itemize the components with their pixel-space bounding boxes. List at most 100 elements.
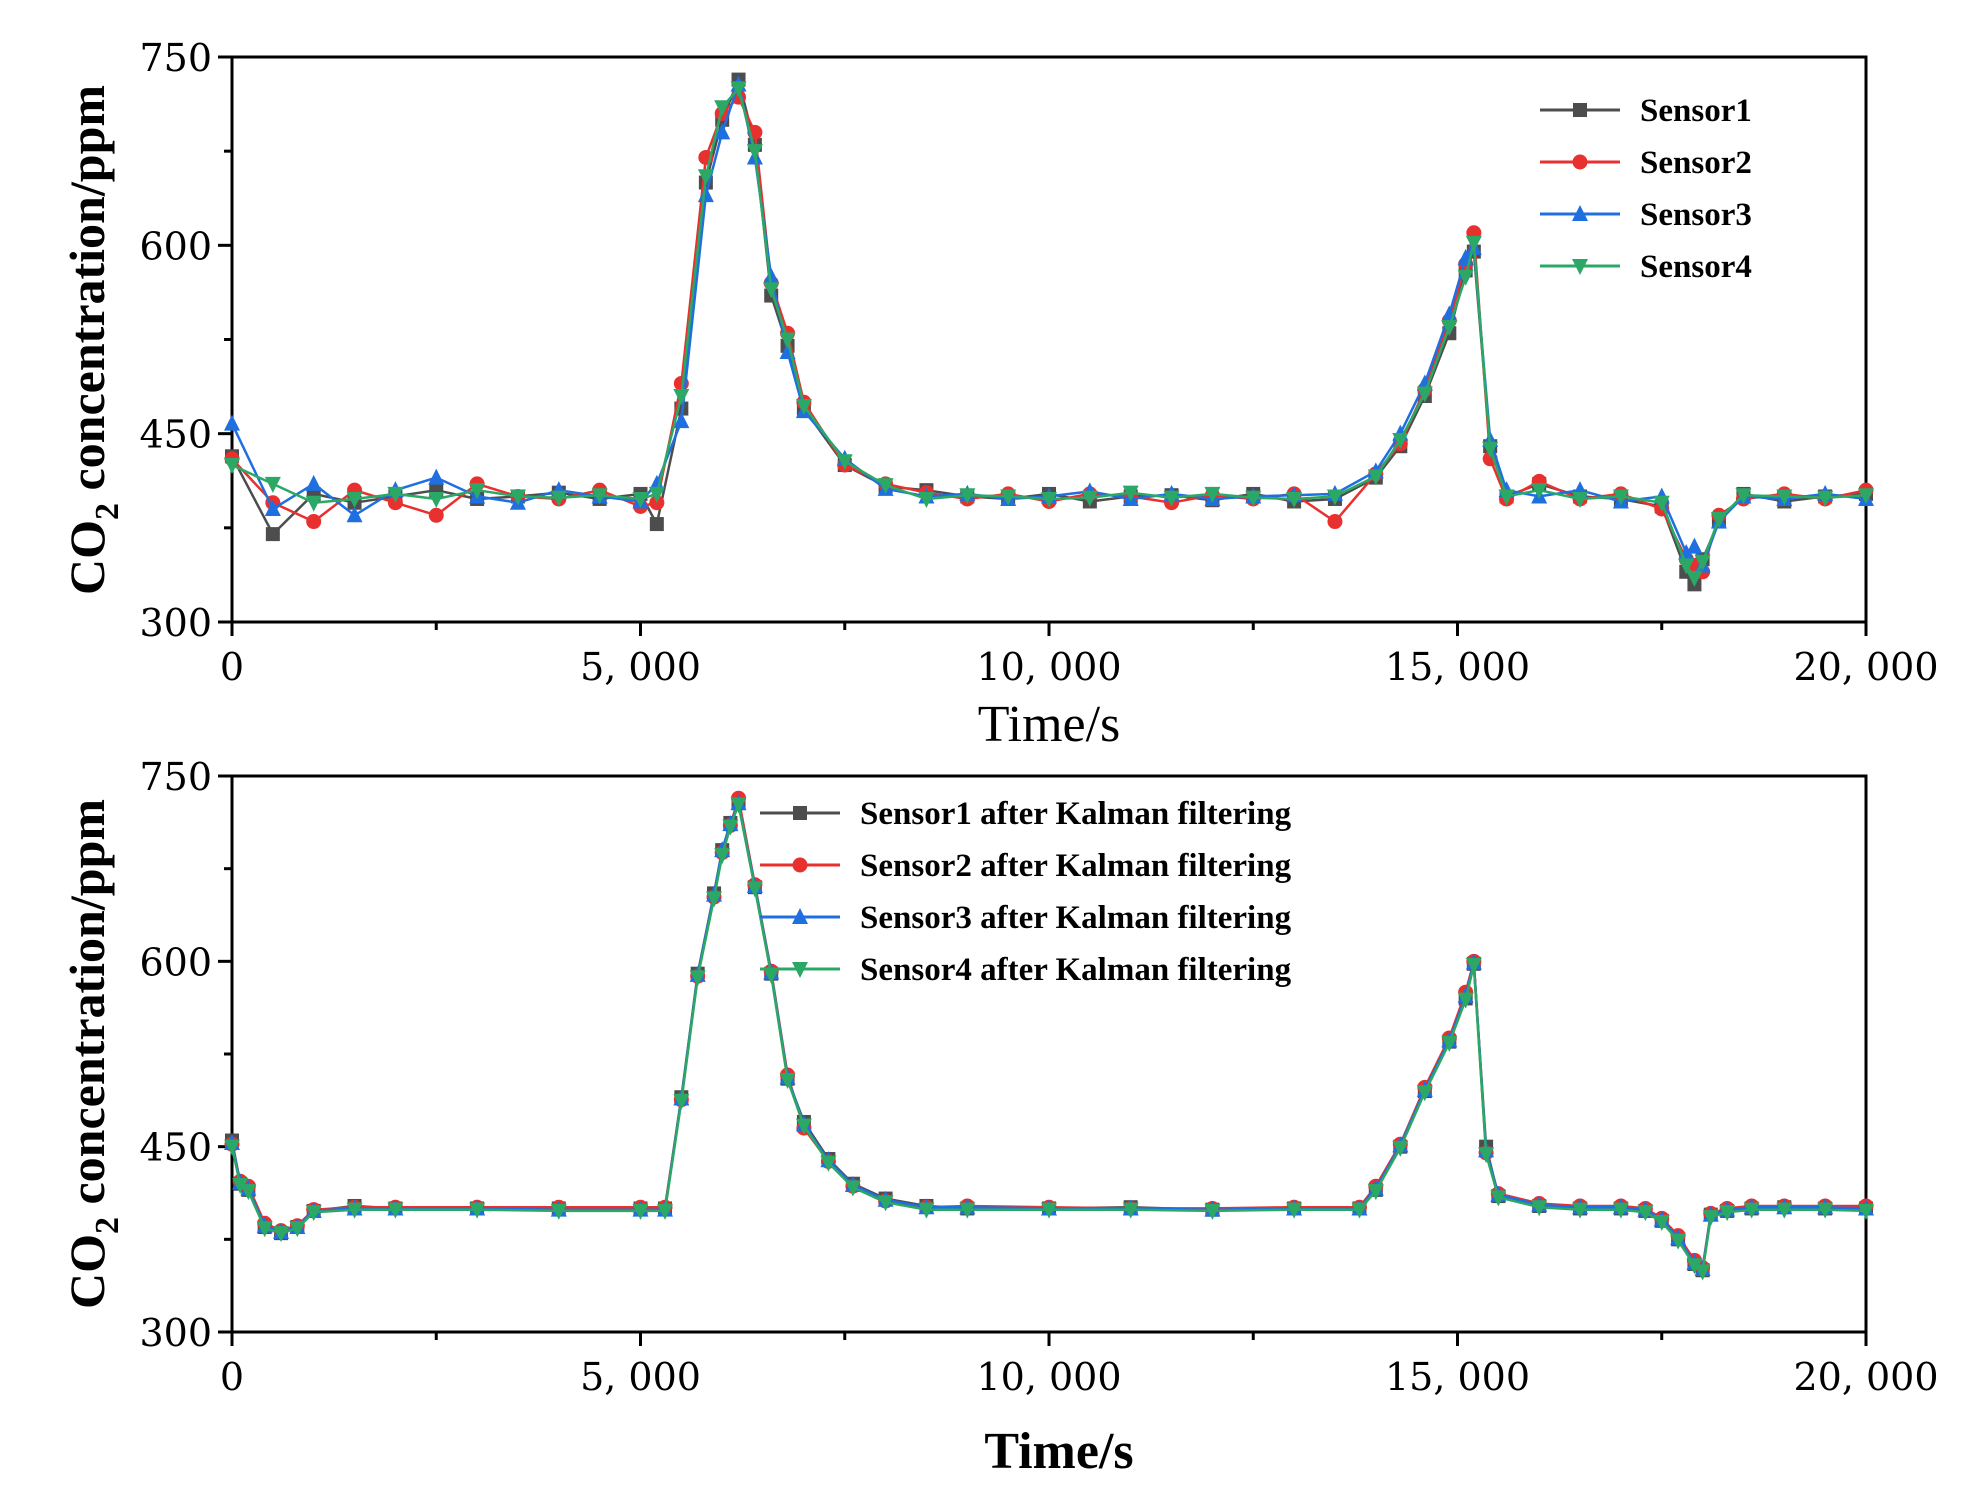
data-point bbox=[877, 1195, 894, 1212]
data-point bbox=[1204, 486, 1221, 503]
data-point bbox=[1081, 490, 1098, 507]
data-point bbox=[1441, 1035, 1458, 1052]
y-axis-title-top: CO2 concentration/ppm bbox=[59, 85, 126, 595]
data-point bbox=[1858, 1203, 1874, 1220]
y-tick-label: 750 bbox=[139, 755, 212, 799]
data-point bbox=[763, 967, 780, 984]
legend-item: Sensor4 bbox=[1540, 249, 1752, 285]
chart-bottom: 0 5, 000 10, 000 15, 000 20, 000 300 450 600 750… bbox=[59, 755, 1939, 1480]
x-tick-label: 15, 000 bbox=[1385, 1355, 1530, 1399]
data-point bbox=[1490, 1190, 1507, 1207]
data-point bbox=[1572, 491, 1589, 508]
data-point bbox=[1163, 490, 1180, 507]
data-point bbox=[1858, 488, 1874, 505]
data-point bbox=[550, 1203, 567, 1220]
data-point bbox=[1416, 1085, 1433, 1102]
data-point bbox=[469, 483, 486, 500]
data-point bbox=[779, 332, 796, 349]
legend-label: Sensor3 bbox=[1640, 197, 1752, 233]
chart-top: 0 5, 000 10, 000 15, 000 20, 000 300 450 600 750… bbox=[59, 36, 1939, 753]
data-point bbox=[1245, 490, 1262, 507]
data-point bbox=[795, 1118, 812, 1135]
data-point bbox=[714, 123, 731, 140]
data-point bbox=[632, 1203, 649, 1220]
legend-top: Sensor1 Sensor2 Sensor3 Sensor4 bbox=[1540, 93, 1752, 285]
data-point bbox=[1465, 958, 1482, 975]
data-point bbox=[306, 514, 322, 530]
x-tick-label: 0 bbox=[220, 1355, 244, 1399]
legend-marker bbox=[1573, 103, 1587, 117]
legend-marker bbox=[792, 962, 808, 978]
data-point bbox=[689, 970, 706, 987]
data-point bbox=[1416, 386, 1433, 403]
data-point bbox=[673, 1093, 690, 1110]
data-point bbox=[648, 474, 665, 491]
legend-marker bbox=[793, 806, 807, 820]
data-point bbox=[697, 169, 714, 186]
y-tick-label: 600 bbox=[139, 224, 212, 268]
data-point bbox=[1531, 1200, 1548, 1217]
data-point bbox=[1457, 992, 1474, 1009]
data-point bbox=[1817, 490, 1834, 507]
legend-marker bbox=[1572, 154, 1588, 170]
data-point bbox=[779, 1072, 796, 1089]
legend-item: Sensor1 bbox=[1540, 93, 1752, 129]
data-point bbox=[1482, 441, 1499, 458]
x-tick-label: 10, 000 bbox=[976, 1355, 1121, 1399]
data-point bbox=[550, 490, 567, 507]
data-point bbox=[1686, 571, 1703, 588]
legend-label: Sensor4 after Kalman filtering bbox=[860, 952, 1292, 988]
data-point bbox=[1743, 1202, 1760, 1219]
y-tick-label: 450 bbox=[139, 413, 212, 457]
data-point bbox=[1702, 1210, 1719, 1227]
data-point bbox=[648, 486, 665, 503]
data-point bbox=[224, 458, 240, 475]
data-point bbox=[428, 491, 445, 508]
data-point bbox=[632, 491, 649, 508]
x-axis-title-top: Time/s bbox=[978, 696, 1121, 753]
y-tick-label: 450 bbox=[139, 1126, 212, 1170]
data-point bbox=[1392, 432, 1409, 449]
data-point bbox=[1612, 1202, 1629, 1219]
data-point bbox=[1478, 1147, 1495, 1164]
legend-marker bbox=[792, 857, 808, 873]
data-point bbox=[1612, 489, 1629, 506]
y-tick-label: 300 bbox=[139, 1311, 212, 1355]
x-tick-label: 0 bbox=[220, 645, 244, 689]
data-point bbox=[1735, 488, 1752, 505]
data-point bbox=[673, 412, 690, 429]
data-point bbox=[232, 1177, 249, 1194]
data-point bbox=[1653, 495, 1670, 512]
ticks-top: 0 5, 000 10, 000 15, 000 20, 000 300 450 600 750 bbox=[139, 36, 1938, 689]
series-layer-top bbox=[224, 72, 1874, 592]
data-point bbox=[1572, 1202, 1589, 1219]
data-point bbox=[273, 1226, 290, 1243]
data-point bbox=[428, 468, 445, 485]
data-point bbox=[763, 282, 780, 299]
data-point bbox=[1000, 489, 1017, 506]
data-point bbox=[1441, 319, 1458, 336]
data-point bbox=[722, 819, 739, 836]
data-point bbox=[706, 891, 723, 908]
data-point bbox=[1204, 1203, 1221, 1220]
legend-item: Sensor3 after Kalman filtering bbox=[760, 900, 1292, 936]
data-point bbox=[1457, 269, 1474, 286]
data-point bbox=[1686, 537, 1703, 554]
data-point bbox=[1326, 489, 1343, 506]
data-point bbox=[387, 1202, 404, 1219]
data-point bbox=[746, 881, 763, 898]
y-tick-label: 300 bbox=[139, 601, 212, 645]
data-point bbox=[730, 797, 747, 814]
data-point bbox=[264, 500, 281, 516]
data-point bbox=[746, 144, 763, 161]
x-axis-title-bottom: Time/s bbox=[984, 1423, 1133, 1480]
data-point bbox=[1653, 1215, 1670, 1232]
data-point bbox=[1776, 489, 1793, 506]
data-point bbox=[1710, 512, 1727, 529]
data-point bbox=[730, 81, 747, 98]
data-point bbox=[469, 1202, 486, 1219]
data-point bbox=[1122, 485, 1139, 502]
data-point bbox=[509, 489, 526, 506]
data-point bbox=[1351, 1202, 1368, 1219]
